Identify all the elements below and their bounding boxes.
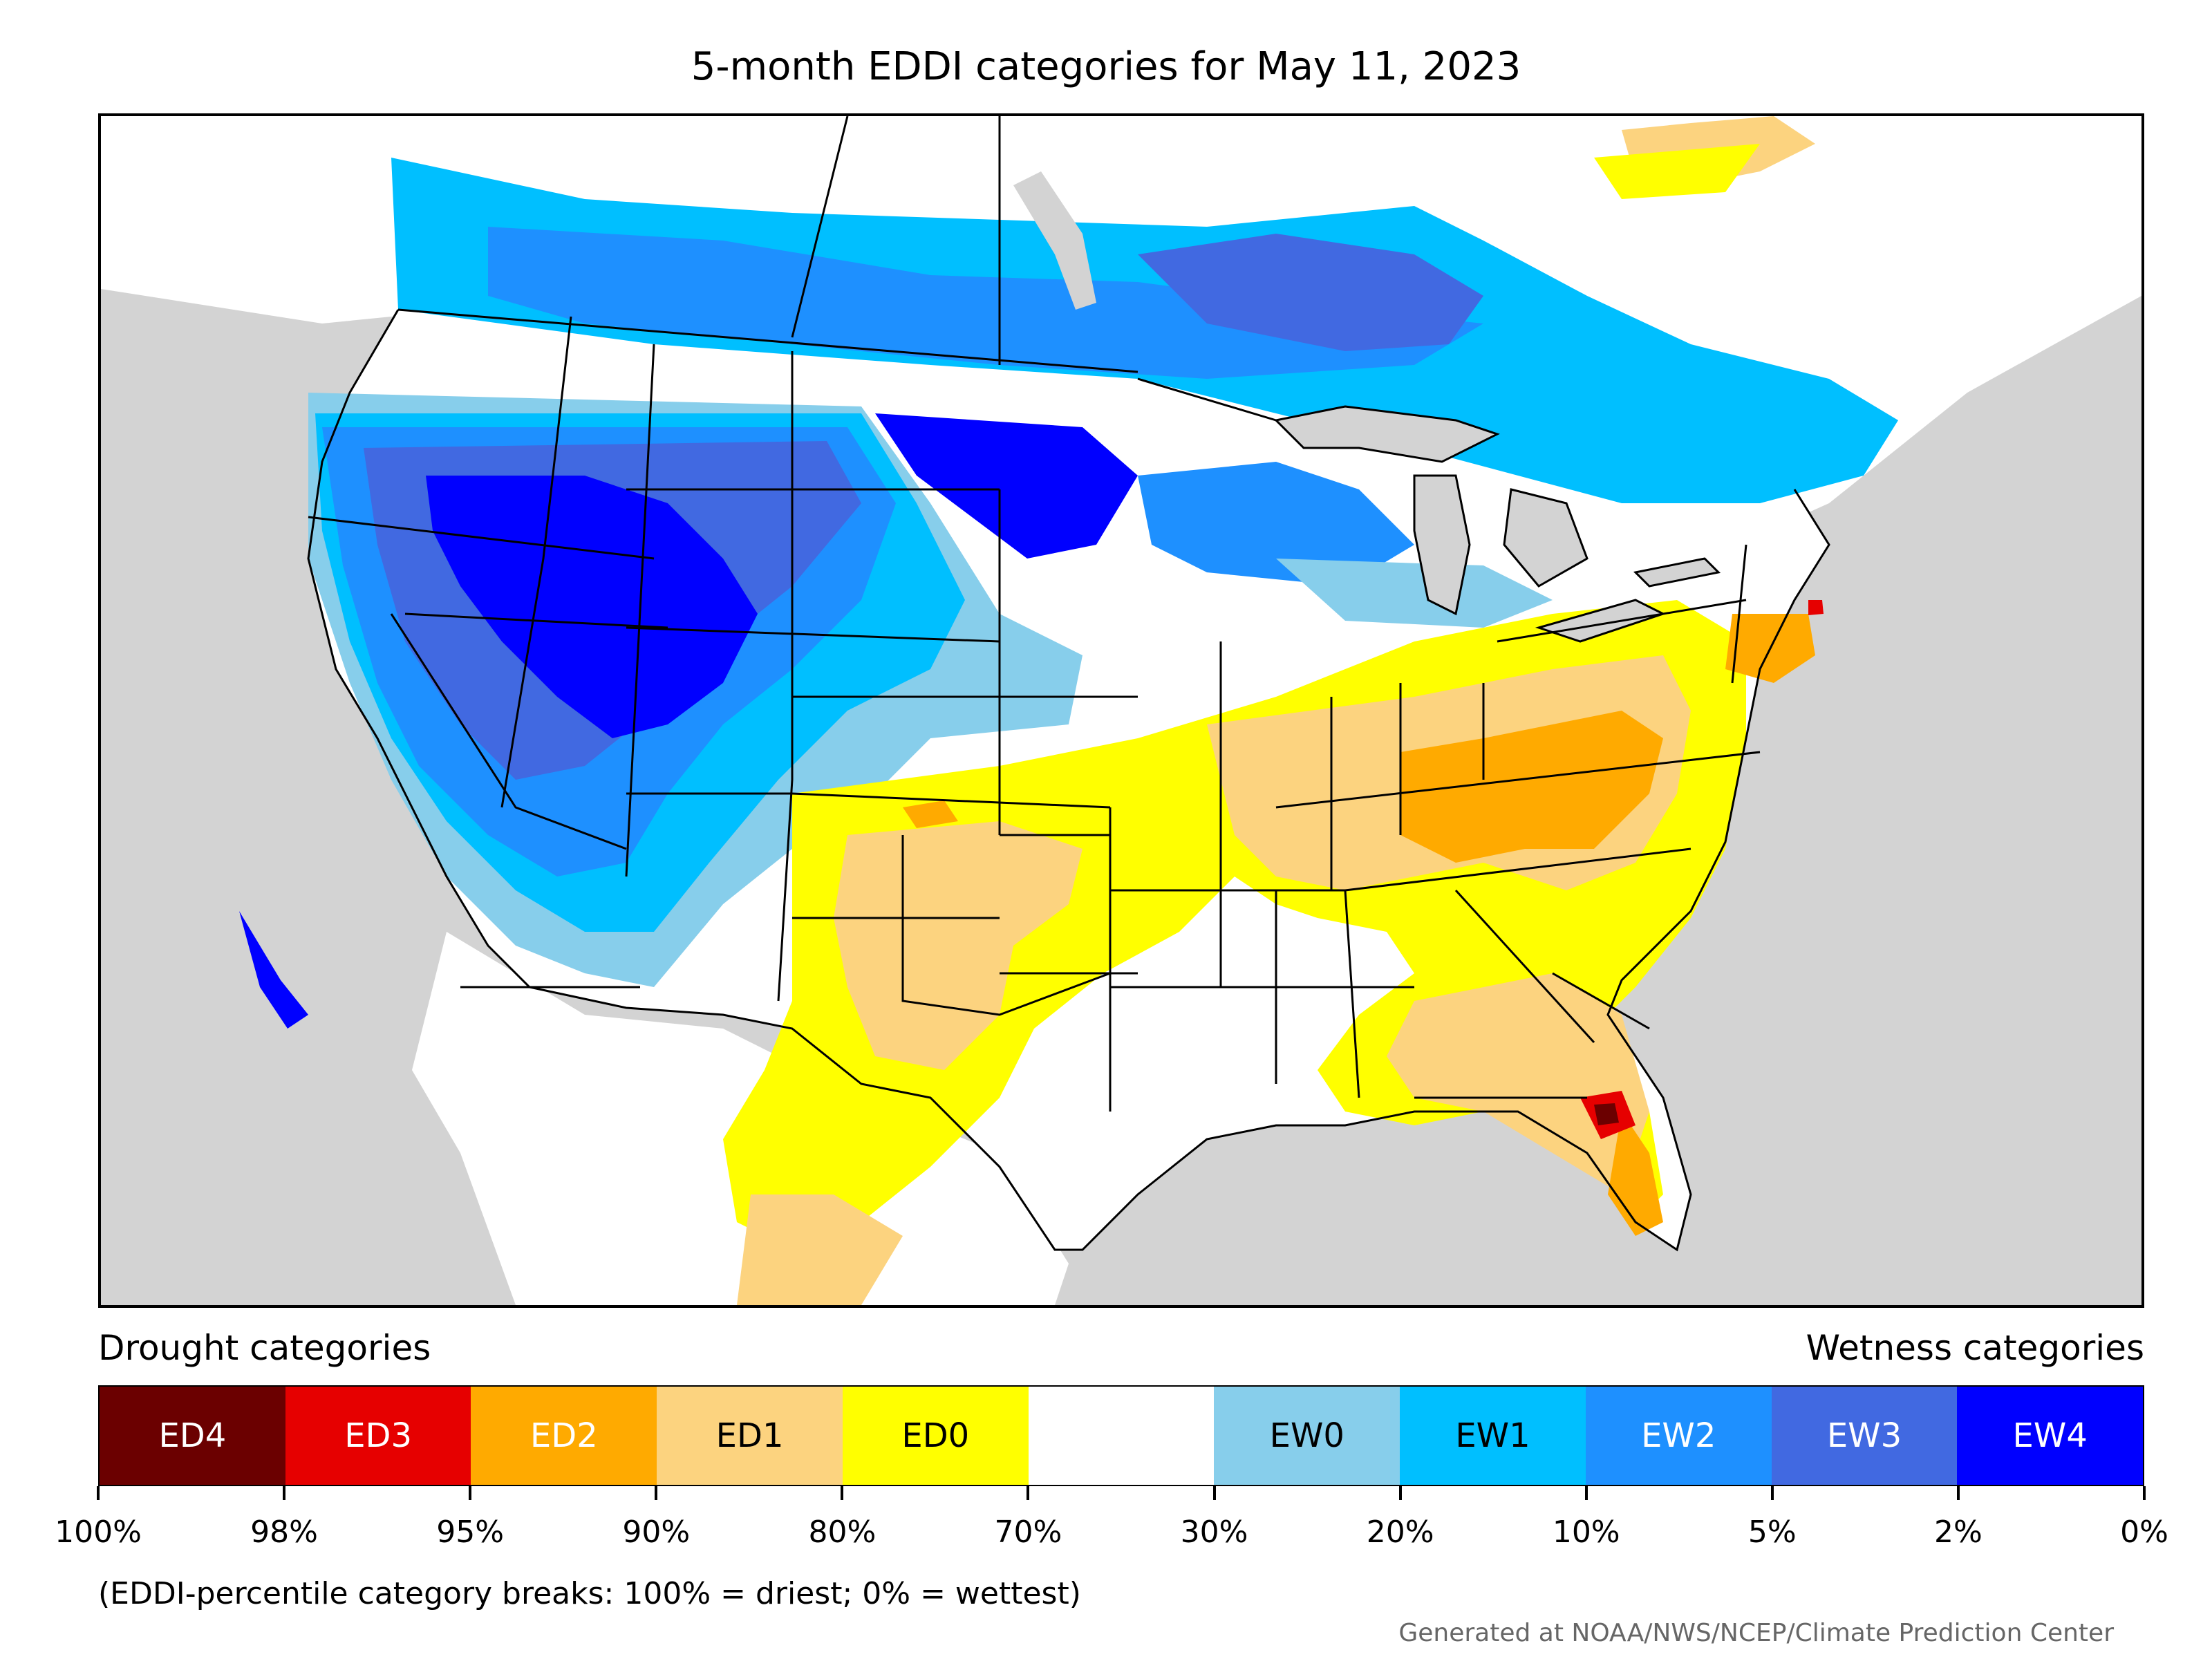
colorbar-cell-ed2: ED2 bbox=[471, 1387, 657, 1485]
colorbar-cell-ed0: ED0 bbox=[842, 1387, 1029, 1485]
colorbar-tick bbox=[469, 1486, 472, 1500]
colorbar-cell-ed4: ED4 bbox=[100, 1387, 285, 1485]
colorbar-tick-label: 5% bbox=[1747, 1515, 1797, 1550]
colorbar-tick-label: 98% bbox=[250, 1515, 318, 1550]
colorbar-tick bbox=[1398, 1486, 1402, 1500]
map-title: 5-month EDDI categories for May 11, 2023 bbox=[691, 44, 1521, 89]
colorbar-tick bbox=[1770, 1486, 1774, 1500]
colorbar-tick-label: 100% bbox=[55, 1515, 142, 1550]
drought-categories-label: Drought categories bbox=[98, 1328, 431, 1368]
colorbar-cell-ew0: EW0 bbox=[1214, 1387, 1400, 1485]
category-colorbar: ED4 ED3 ED2 ED1 ED0 EW0 EW1 EW2 EW3 EW4 bbox=[98, 1385, 2144, 1486]
colorbar-tick bbox=[841, 1486, 844, 1500]
colorbar-tick-label: 20% bbox=[1366, 1515, 1434, 1550]
colorbar-tick bbox=[2143, 1486, 2146, 1500]
category-break-note: (EDDI-percentile category breaks: 100% =… bbox=[98, 1576, 1081, 1611]
colorbar-cell-ew1: EW1 bbox=[1400, 1387, 1586, 1485]
colorbar-cell-ed1: ED1 bbox=[657, 1387, 843, 1485]
colorbar-tick-label: 30% bbox=[1180, 1515, 1248, 1550]
colorbar-cell-ed3: ED3 bbox=[285, 1387, 471, 1485]
colorbar-cell-normal bbox=[1028, 1387, 1215, 1485]
boundaries bbox=[308, 116, 1761, 1112]
colorbar-tick bbox=[1027, 1486, 1030, 1500]
colorbar-tick bbox=[1956, 1486, 1960, 1500]
colorbar-ticks bbox=[97, 1486, 2146, 1503]
colorbar-tick-label: 90% bbox=[622, 1515, 691, 1550]
colorbar-cell-ew3: EW3 bbox=[1771, 1387, 1958, 1485]
colorbar-tick-label: 10% bbox=[1552, 1515, 1620, 1550]
colorbar-tick-label: 2% bbox=[1934, 1515, 1983, 1550]
eddi-map bbox=[98, 113, 2144, 1308]
colorbar-cell-ew2: EW2 bbox=[1585, 1387, 1772, 1485]
colorbar-tick bbox=[1584, 1486, 1588, 1500]
wetness-categories-label: Wetness categories bbox=[1806, 1328, 2144, 1368]
colorbar-tick bbox=[283, 1486, 286, 1500]
colorbar-tick-label: 0% bbox=[2120, 1515, 2168, 1550]
colorbar-tick-label: 70% bbox=[994, 1515, 1062, 1550]
great-lakes bbox=[1273, 405, 1500, 463]
credit-text: Generated at NOAA/NWS/NCEP/Climate Predi… bbox=[1398, 1619, 2114, 1647]
colorbar-tick-label: 95% bbox=[436, 1515, 505, 1550]
colorbar-tick-label: 80% bbox=[808, 1515, 877, 1550]
colorbar-tick bbox=[655, 1486, 658, 1500]
colorbar-tick bbox=[1212, 1486, 1216, 1500]
colorbar-cell-ew4: EW4 bbox=[1957, 1387, 2144, 1485]
colorbar-tick bbox=[97, 1486, 100, 1500]
